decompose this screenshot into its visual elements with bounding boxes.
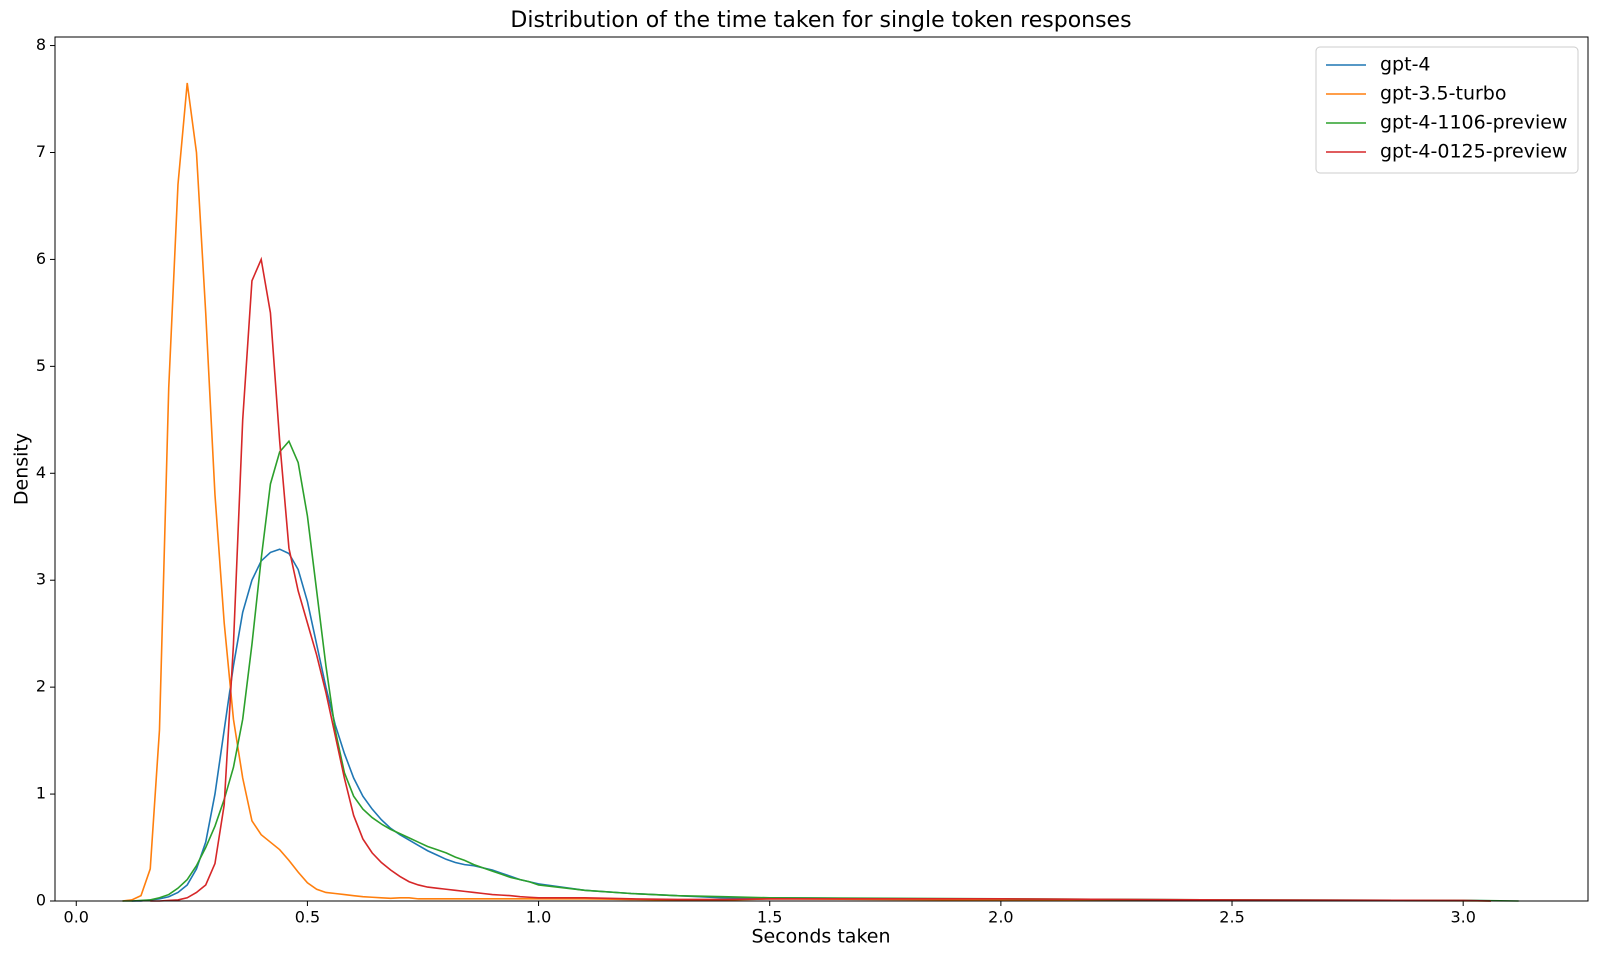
- series-line: [122, 82, 1491, 902]
- x-tick-label: 0.5: [295, 908, 320, 927]
- x-tick-label: 1.0: [526, 908, 551, 927]
- chart-title: Distribution of the time taken for singl…: [510, 8, 1131, 33]
- legend-label: gpt-4-1106-preview: [1380, 112, 1567, 134]
- legend-label: gpt-4: [1380, 54, 1431, 76]
- y-tick-label: 6: [36, 249, 46, 268]
- legend-box: [1315, 46, 1579, 174]
- x-tick-label: 1.5: [757, 908, 782, 927]
- x-tick-label: 2.0: [988, 908, 1013, 927]
- legend-label: gpt-4-0125-preview: [1380, 141, 1567, 163]
- y-tick-label: 0: [36, 891, 46, 910]
- series-line: [122, 439, 1519, 902]
- y-tick-label: 7: [36, 142, 46, 161]
- y-tick-label: 8: [36, 35, 46, 54]
- legend: gpt-4 gpt-3.5-turbo gpt-4-1106-preview gpt-…: [1315, 46, 1579, 174]
- plot-frame: [54, 36, 1589, 902]
- y-tick-label: 2: [36, 677, 46, 696]
- x-tick-label: 0.0: [64, 908, 89, 927]
- legend-label: gpt-3.5-turbo: [1380, 83, 1507, 105]
- series-line: [150, 256, 1491, 902]
- y-axis-label: Density: [11, 433, 33, 505]
- y-tick-label: 5: [36, 356, 46, 375]
- y-tick-label: 3: [36, 570, 46, 589]
- series-line: [131, 548, 1491, 902]
- x-tick-label: 3.0: [1450, 908, 1475, 927]
- x-axis-label: Seconds taken: [751, 926, 890, 948]
- y-tick-label: 1: [36, 784, 46, 803]
- x-tick-label: 2.5: [1219, 908, 1244, 927]
- y-tick-label: 4: [36, 463, 46, 482]
